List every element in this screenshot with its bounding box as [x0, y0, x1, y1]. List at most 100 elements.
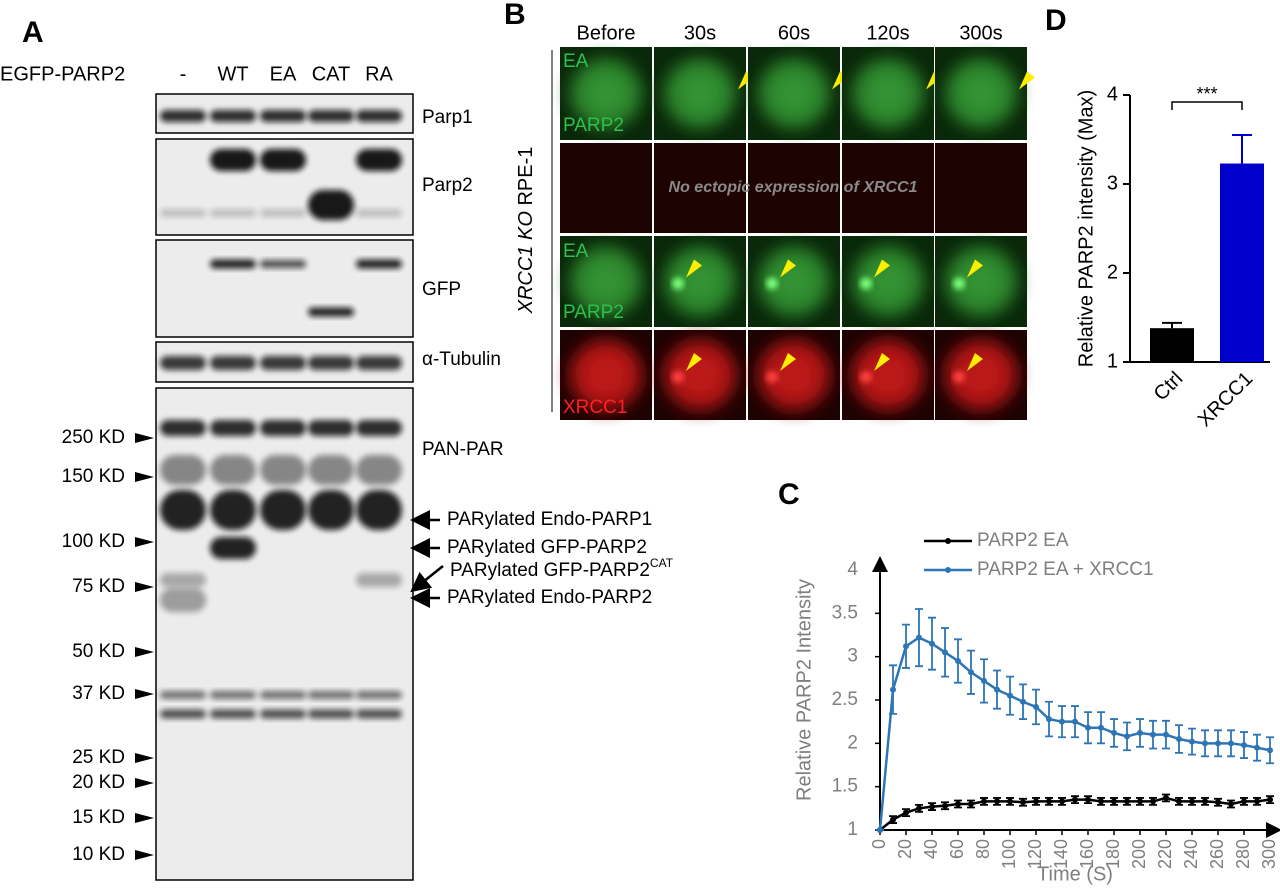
image-tile	[748, 143, 840, 233]
blot-band	[210, 110, 256, 122]
lane-label: CAT	[312, 63, 351, 85]
data-point	[1059, 718, 1065, 725]
data-point	[1241, 798, 1247, 805]
marker-arrow	[135, 433, 154, 443]
damage-spot	[766, 371, 778, 383]
y-tick-label: 2	[847, 732, 858, 753]
data-point	[1254, 798, 1260, 805]
arrowhead	[874, 259, 890, 278]
time-label: 120s	[866, 22, 909, 44]
marker-arrow	[135, 753, 154, 763]
data-point	[968, 801, 974, 807]
data-point	[942, 649, 948, 656]
x-tick-label: 40	[921, 839, 941, 859]
cell	[943, 56, 1019, 131]
data-point	[1007, 692, 1013, 699]
data-point	[1150, 731, 1156, 738]
data-point	[942, 802, 948, 809]
blot-band	[356, 420, 402, 436]
blot-band	[210, 455, 256, 485]
tile-label: XRCC1	[563, 397, 627, 418]
data-point	[955, 658, 961, 664]
blot-band	[308, 420, 354, 436]
blot-band	[210, 691, 256, 699]
data-point	[1215, 740, 1221, 747]
side-label-italic: XRCC1 KO	[515, 211, 537, 314]
image-tile	[935, 143, 1027, 233]
damage-spot	[860, 371, 872, 383]
annotation-sup: CAT	[650, 556, 674, 570]
data-point	[903, 643, 909, 650]
blot-band	[356, 259, 402, 269]
blot-band	[356, 709, 402, 719]
annotation-text: PARylated GFP-PARP2	[450, 560, 650, 581]
cell	[568, 56, 644, 131]
significance-bracket	[1171, 101, 1243, 110]
marker-label: 37 KD	[72, 683, 125, 704]
x-tick-label: 200	[1129, 839, 1149, 869]
annotation: PARylated GFP-PARP2CAT	[450, 556, 674, 581]
blot-band	[356, 149, 402, 171]
data-point	[955, 801, 961, 807]
data-point	[1098, 798, 1104, 805]
image-tile	[842, 143, 934, 233]
x-tick-label: 300	[1259, 839, 1279, 869]
x-tick-label: 120	[1025, 839, 1045, 869]
panel-label: D	[1045, 4, 1067, 37]
lane-label: -	[180, 63, 187, 85]
blot-band	[356, 573, 402, 587]
blot-band	[260, 356, 306, 370]
cell	[568, 244, 644, 319]
panel-label: B	[504, 0, 526, 31]
data-point	[903, 809, 909, 816]
data-point	[1254, 744, 1260, 751]
significance: ***	[1196, 84, 1217, 104]
data-point	[981, 798, 987, 805]
marker-arrow	[135, 850, 154, 860]
blot-label: α-Tubulin	[422, 349, 501, 370]
panel-label: A	[22, 16, 44, 49]
blot-band	[260, 149, 306, 171]
cell	[756, 244, 832, 319]
blot-band	[160, 691, 206, 699]
blot-band	[260, 260, 306, 268]
blot-band	[308, 455, 354, 485]
data-point	[1046, 716, 1052, 723]
data-point	[1059, 798, 1065, 805]
blot-band	[210, 149, 256, 171]
damage-spot	[672, 371, 684, 383]
marker-label: 15 KD	[72, 807, 125, 828]
arrowhead	[780, 259, 796, 278]
marker-label: 50 KD	[72, 641, 125, 662]
tile-label: EA	[563, 51, 589, 72]
x-tick-label: XRCC1	[1194, 368, 1257, 431]
data-point	[929, 640, 935, 647]
blot-band	[260, 420, 306, 436]
blot-band	[160, 573, 206, 587]
legend-marker	[945, 567, 951, 573]
blot-band	[308, 110, 354, 122]
data-point	[1111, 798, 1117, 805]
blot-band	[210, 420, 256, 436]
annotation: PARylated Endo-PARP1	[447, 509, 652, 530]
blot-band	[308, 709, 354, 719]
cell	[943, 244, 1019, 319]
data-point	[1098, 724, 1104, 731]
data-point	[994, 686, 1000, 693]
time-label: 30s	[684, 22, 716, 44]
x-tick-label: Ctrl	[1150, 368, 1188, 406]
arrowhead	[686, 353, 702, 371]
damage-spot	[953, 371, 965, 383]
marker-label: 150 KD	[62, 466, 125, 487]
time-label: 300s	[959, 22, 1002, 44]
marker-arrow	[135, 537, 154, 547]
side-label-text: RPE-1	[515, 147, 537, 211]
blot-band	[210, 537, 256, 559]
blot-band	[210, 709, 256, 719]
data-point	[1124, 733, 1130, 740]
data-point	[994, 798, 1000, 805]
damage-spot	[953, 277, 965, 290]
blot-band	[160, 709, 206, 719]
y-axis-label: Relative PARP2 intensity (Max)	[1075, 90, 1097, 368]
